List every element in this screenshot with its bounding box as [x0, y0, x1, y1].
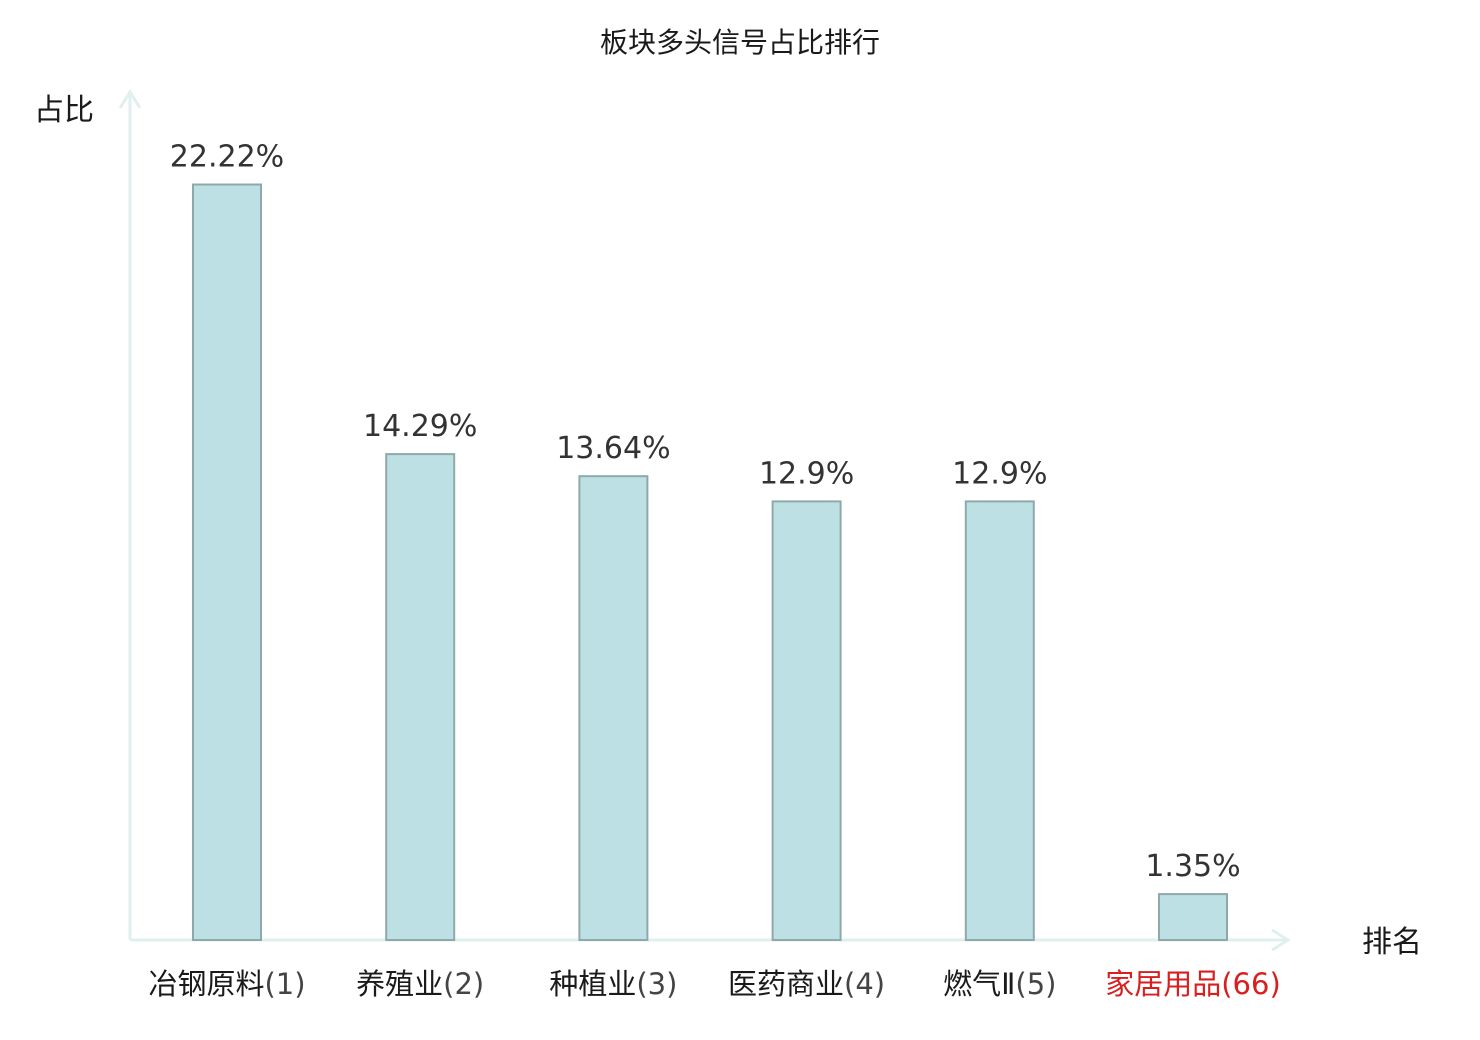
category-label: 家居用品(66) [1105, 967, 1281, 1001]
category-name: 燃气Ⅱ [943, 967, 1015, 1001]
category-name: 医药商业 [728, 967, 844, 1001]
bar-value-label: 12.9% [952, 456, 1047, 491]
category-label: 养殖业(2) [356, 967, 484, 1001]
bar [964, 500, 1035, 941]
x-axis-label: 排名 [1362, 925, 1422, 960]
chart-title: 板块多头信号占比排行 [600, 26, 880, 59]
category-name: 冶钢原料 [148, 967, 264, 1001]
bar [578, 475, 649, 941]
bar-group: 22.22% 冶钢原料(1) 14.29% 养殖业(2) 13.64% 种植业(3) 12.… [148, 140, 1280, 1002]
category-rank: (3) [636, 967, 677, 1001]
x-axis-arrow [1271, 928, 1291, 952]
bar-value-label: 13.64% [556, 431, 670, 466]
category-label: 医药商业(4) [728, 967, 885, 1001]
bar-value-label: 22.22% [170, 140, 284, 175]
category-name: 种植业 [549, 967, 636, 1001]
bar-value-label: 1.35% [1145, 849, 1240, 884]
category-label: 燃气Ⅱ(5) [943, 967, 1056, 1001]
category-name: 家居用品 [1105, 967, 1221, 1001]
bar-value-label: 14.29% [363, 409, 477, 444]
y-axis-arrow [118, 89, 142, 109]
category-rank: (5) [1015, 967, 1056, 1001]
bar [192, 183, 262, 941]
bar-value-label: 12.9% [759, 456, 854, 491]
bar [385, 453, 456, 941]
category-rank: (1) [264, 967, 305, 1001]
bar [771, 500, 842, 941]
category-name: 养殖业 [356, 967, 443, 1001]
category-rank: (66) [1221, 967, 1281, 1001]
y-axis-label: 占比 [34, 93, 94, 128]
category-label: 种植业(3) [549, 967, 677, 1001]
category-label: 冶钢原料(1) [148, 967, 305, 1001]
category-rank: (4) [844, 967, 885, 1001]
category-rank: (2) [443, 967, 484, 1001]
bar [1158, 893, 1228, 941]
